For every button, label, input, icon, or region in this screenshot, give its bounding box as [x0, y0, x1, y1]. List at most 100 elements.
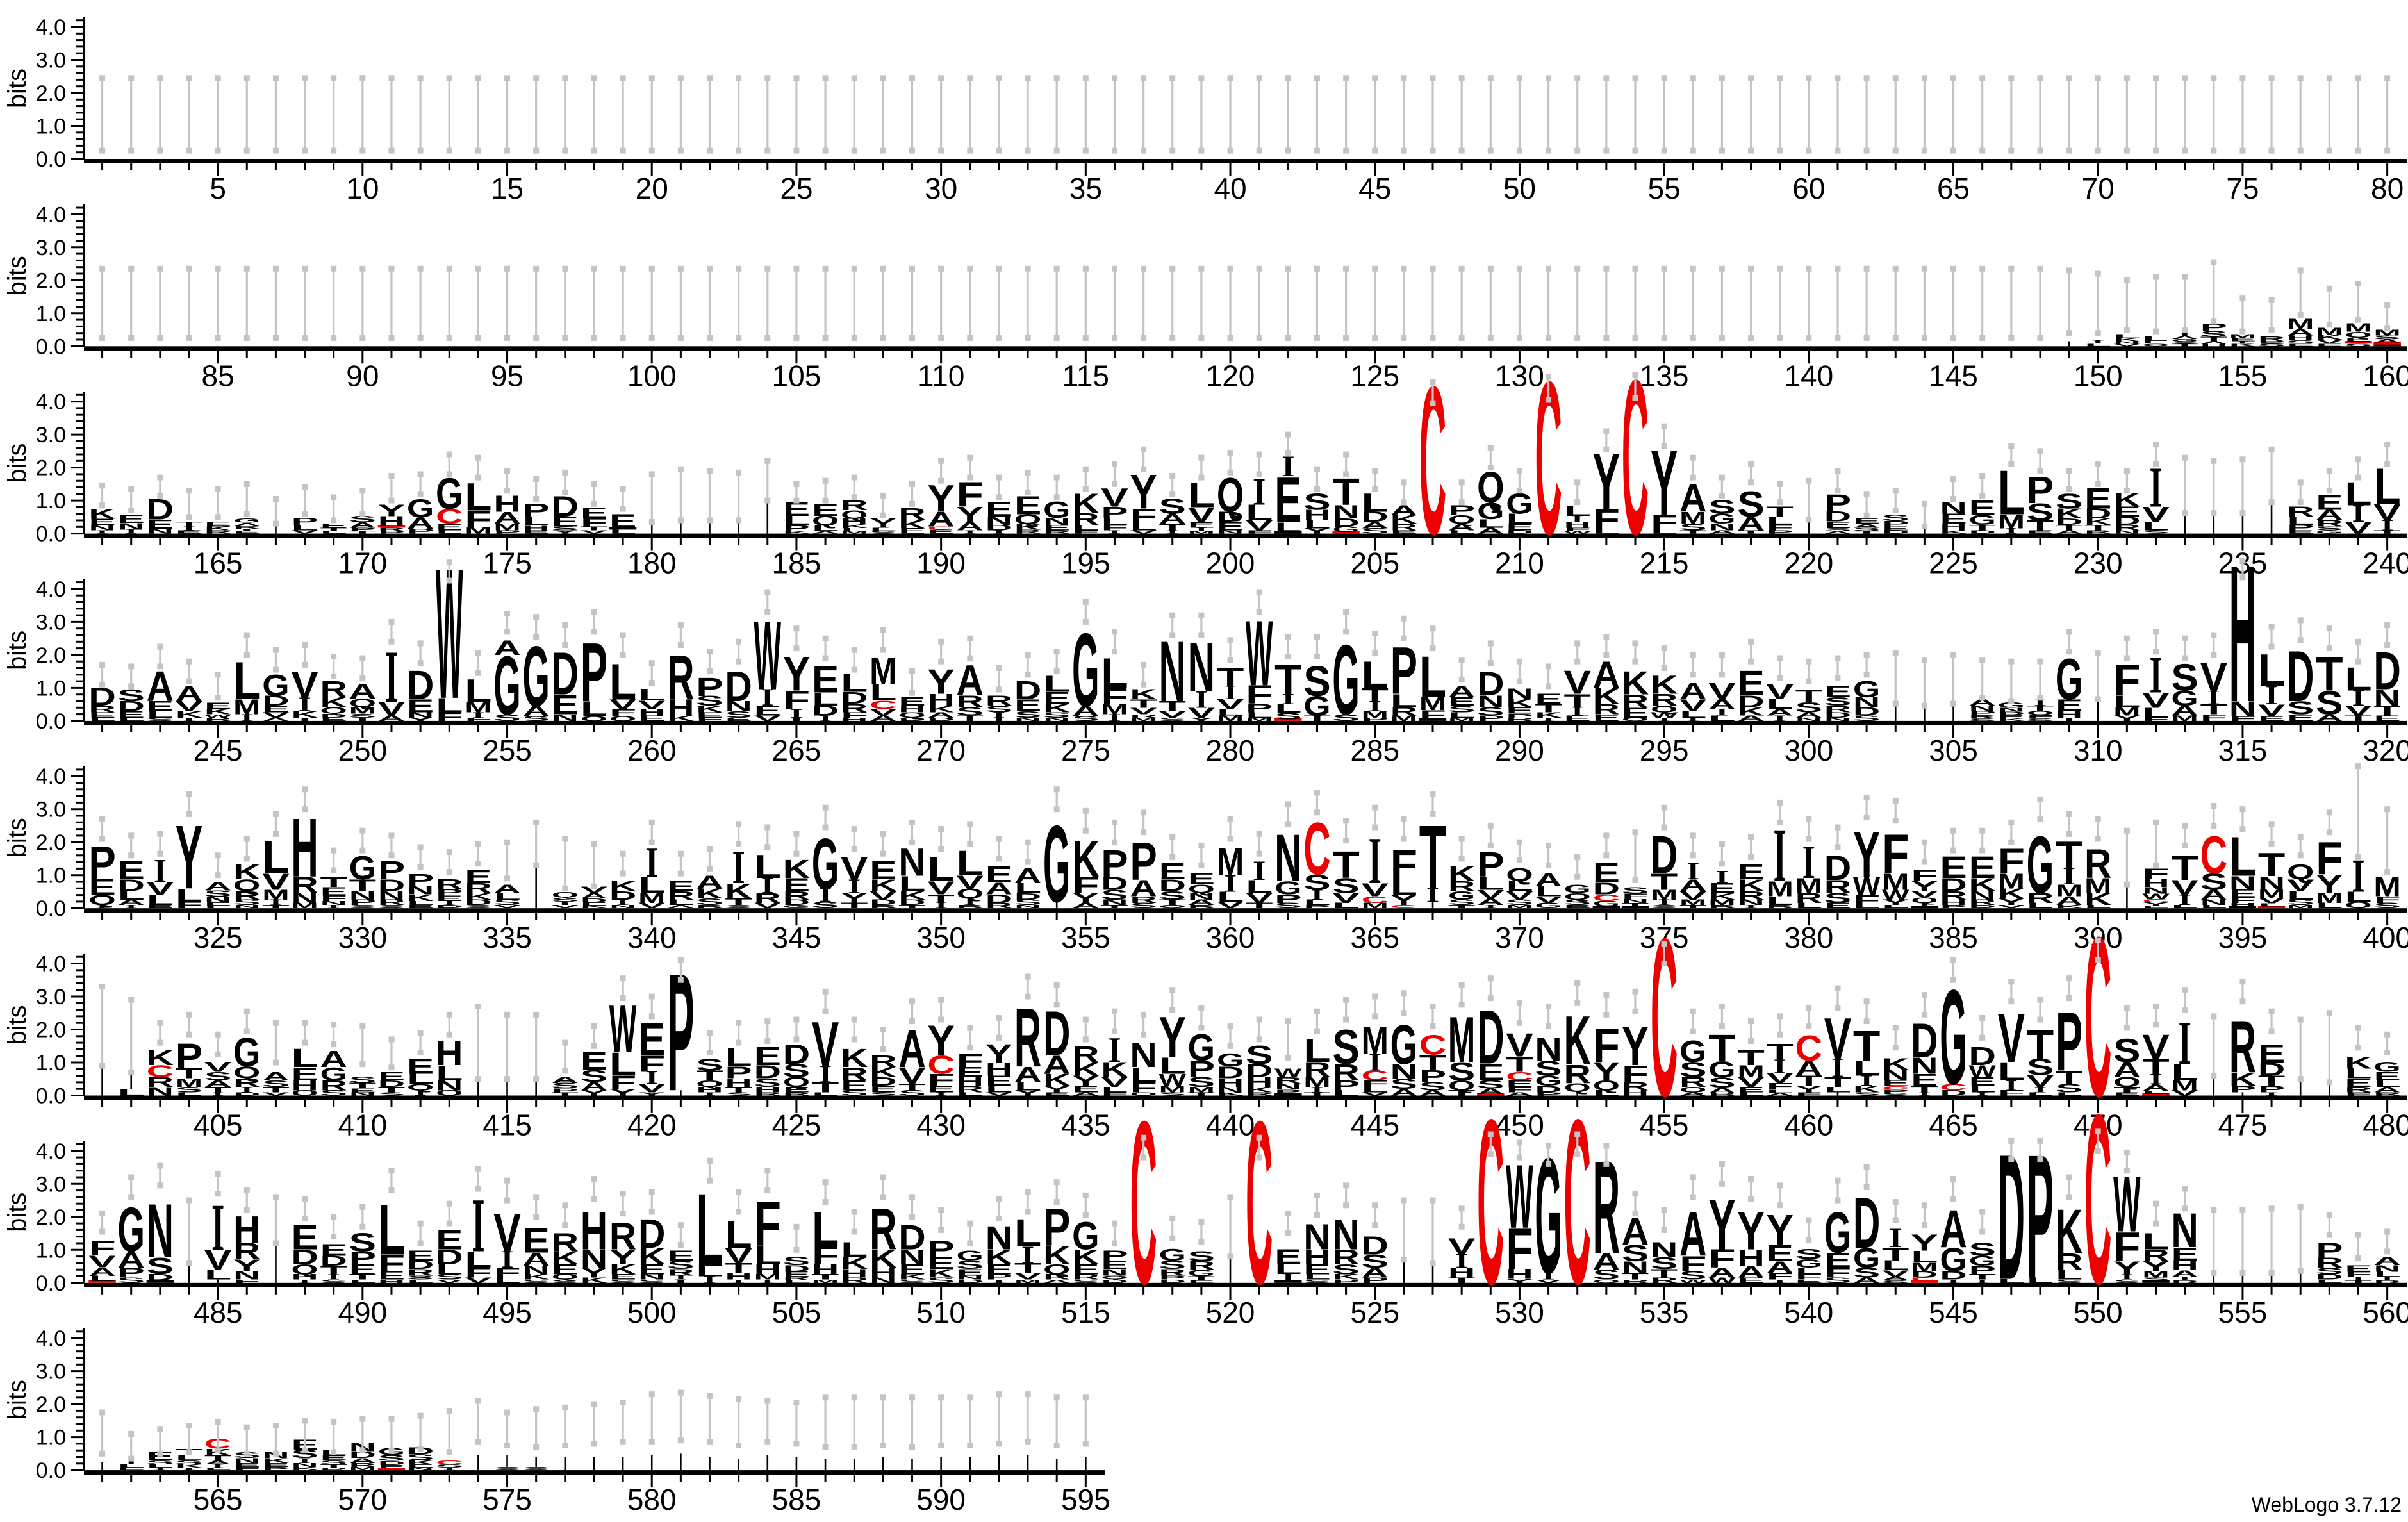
error-bar-cap-top [2153, 75, 2159, 81]
error-bar-cap-top [1053, 1394, 1060, 1401]
residue-letter: Y [1766, 1205, 1793, 1253]
residue-letter: T [2345, 714, 2371, 722]
error-bar-cap-bottom [302, 335, 308, 341]
error-bar-cap-top [417, 1412, 424, 1419]
residue-letter: I [1774, 714, 1786, 723]
error-bar-cap-top [331, 1214, 337, 1220]
residue-letter: T [1708, 1027, 1735, 1070]
error-bar-cap-top [591, 481, 597, 487]
error-bar-cap-top [1401, 990, 1407, 997]
residue-letter: Y [927, 1016, 954, 1064]
residue-letter: M [2373, 872, 2400, 903]
residue-letter: F [1911, 866, 1938, 885]
error-bar-cap-bottom [967, 147, 973, 154]
residue-letter: P [493, 529, 520, 534]
error-bar-cap-top [2066, 468, 2072, 474]
error-bar-cap-bottom [996, 856, 1002, 862]
error-bar-cap-bottom [1748, 335, 1754, 341]
residue-letter: V [2258, 702, 2286, 720]
x-tick-label: 110 [918, 359, 964, 392]
error-bar-cap-bottom [562, 147, 568, 154]
error-bar-cap-top [2182, 822, 2188, 829]
x-tick-label: 230 [2074, 547, 2123, 580]
error-bar-cap-top [1343, 75, 1349, 81]
error-bar-cap-top [1632, 640, 1638, 647]
residue-letter: R [2229, 1005, 2256, 1089]
error-bar-cap-top [1546, 75, 1552, 81]
residue-letter: A [1593, 653, 1620, 696]
residue-letter: V [581, 529, 609, 534]
error-bar-cap-bottom [186, 1260, 192, 1266]
residue-letter: E [2287, 343, 2314, 347]
error-bar-cap-top [764, 1168, 771, 1174]
residue-letter: D [552, 491, 579, 523]
error-bar-cap-bottom [1516, 147, 1522, 154]
residue-letter: M [291, 902, 318, 910]
x-tick-label: 25 [780, 172, 812, 205]
error-bar-cap-bottom [446, 1449, 452, 1455]
error-bar-cap-top [2037, 658, 2043, 665]
residue-letter: H [1563, 521, 1590, 529]
error-bar-cap-top [533, 265, 540, 272]
error-bar-cap-top [1198, 1219, 1205, 1225]
residue-letter: L [176, 885, 202, 906]
residue-letter: R [870, 1196, 896, 1261]
error-bar-cap-top [1921, 75, 1927, 81]
residue-letter: M [1362, 1019, 1389, 1063]
x-tick-label: 220 [1784, 547, 1833, 580]
error-bar-cap-top [2182, 454, 2188, 461]
residue-letter: K [1448, 862, 1476, 886]
residue-letter: D [552, 641, 579, 707]
residue-letter: R [667, 889, 695, 902]
residue-letter: G [1477, 499, 1504, 524]
residue-letter: R [233, 525, 261, 529]
error-bar-cap-top [157, 1162, 163, 1169]
error-bar-cap-top [648, 471, 655, 477]
residue-letter: L [927, 850, 954, 889]
x-tick-label: 165 [194, 547, 243, 580]
error-bar-cap-bottom [417, 335, 424, 341]
error-bar-cap-bottom [331, 147, 337, 154]
error-bar-cap-top [388, 1036, 395, 1043]
residue-letter: T [1563, 690, 1590, 711]
error-bar-cap-bottom [1256, 1154, 1262, 1161]
residue-letter: D [1824, 848, 1851, 888]
error-bar-cap-bottom [1227, 1253, 1233, 1260]
error-bar-cap-top [1285, 75, 1291, 81]
residue-letter: E [88, 874, 115, 900]
error-bar-cap-top [938, 638, 944, 645]
error-bar-cap-bottom [2037, 695, 2043, 701]
error-bar-cap-bottom [591, 500, 597, 507]
error-bar-cap-bottom [2123, 327, 2130, 333]
x-tick-label: 140 [1784, 359, 1833, 392]
error-bar-cap-bottom [1198, 632, 1205, 638]
residue-letter: L [1679, 709, 1706, 719]
residue-letter: T [1853, 1022, 1880, 1070]
residue-letter: N [1795, 716, 1822, 722]
residue-letter: T [233, 528, 261, 532]
error-bar-cap-top [648, 819, 655, 825]
error-bar-cap-bottom [215, 872, 221, 879]
residue-letter: E [522, 529, 549, 534]
residue-letter: I [1282, 690, 1294, 707]
residue-letter: T [2200, 702, 2228, 718]
error-bar-cap-top [2153, 629, 2159, 635]
residue-letter: L [1101, 649, 1128, 697]
residue-letter: I [240, 712, 253, 723]
error-bar-cap-top [2355, 638, 2361, 645]
error-bar-cap-top [909, 75, 915, 81]
x-tick-label: 145 [1929, 359, 1978, 392]
residue-letter: K [1014, 523, 1042, 531]
error-bar-cap-bottom [1256, 471, 1262, 477]
residue-letter: V [2200, 655, 2227, 700]
error-bar-cap-bottom [1806, 836, 1812, 842]
residue-letter: C [1535, 336, 1562, 580]
error-bar-cap-top [967, 75, 973, 81]
compressed-stack-line [650, 1455, 653, 1471]
residue-letter: T [1332, 843, 1359, 886]
error-bar-cap-bottom [446, 869, 452, 875]
x-tick-label: 350 [916, 921, 966, 954]
error-bar-cap-bottom [562, 885, 568, 891]
error-bar-cap-top [707, 468, 713, 474]
